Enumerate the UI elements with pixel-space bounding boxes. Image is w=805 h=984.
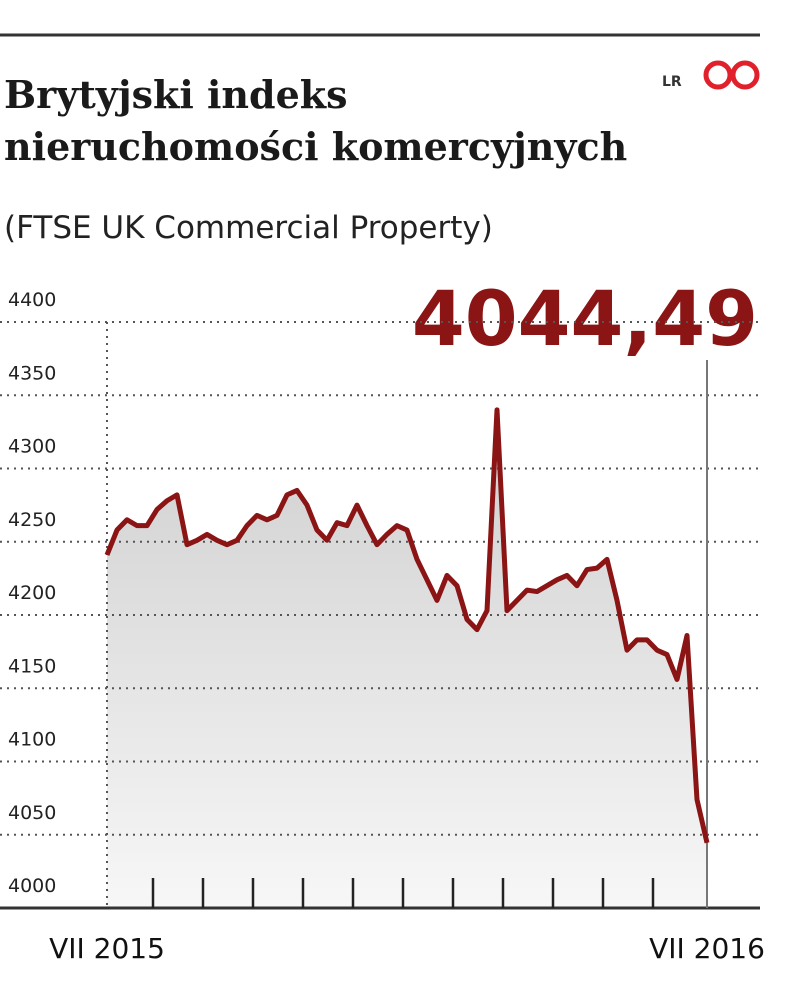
y-tick-label: 4050 (8, 802, 56, 824)
source-logo: LR (662, 74, 682, 90)
y-tick-label: 4350 (8, 362, 56, 384)
y-tick-label: 4200 (8, 582, 56, 604)
y-tick-label: 4000 (8, 875, 56, 897)
logo-circle (730, 60, 760, 90)
x-tick-label: VII 2015 (49, 932, 165, 965)
y-tick-label: 4100 (8, 729, 56, 751)
area-fill (107, 409, 707, 908)
chart-subtitle: (FTSE UK Commercial Property) (4, 210, 493, 246)
y-tick-label: 4400 (8, 289, 56, 311)
y-tick-label: 4150 (8, 655, 56, 677)
chart-title: Brytyjski indeks (4, 72, 348, 117)
x-tick-label: VII 2016 (649, 932, 765, 965)
logo-circle (703, 60, 733, 90)
chart-title: nieruchomości komercyjnych (4, 124, 627, 169)
line (104, 407, 710, 844)
y-tick-label: 4300 (8, 436, 56, 458)
y-tick-label: 4250 (8, 509, 56, 531)
last-value-label: 4044,49 (412, 274, 758, 363)
